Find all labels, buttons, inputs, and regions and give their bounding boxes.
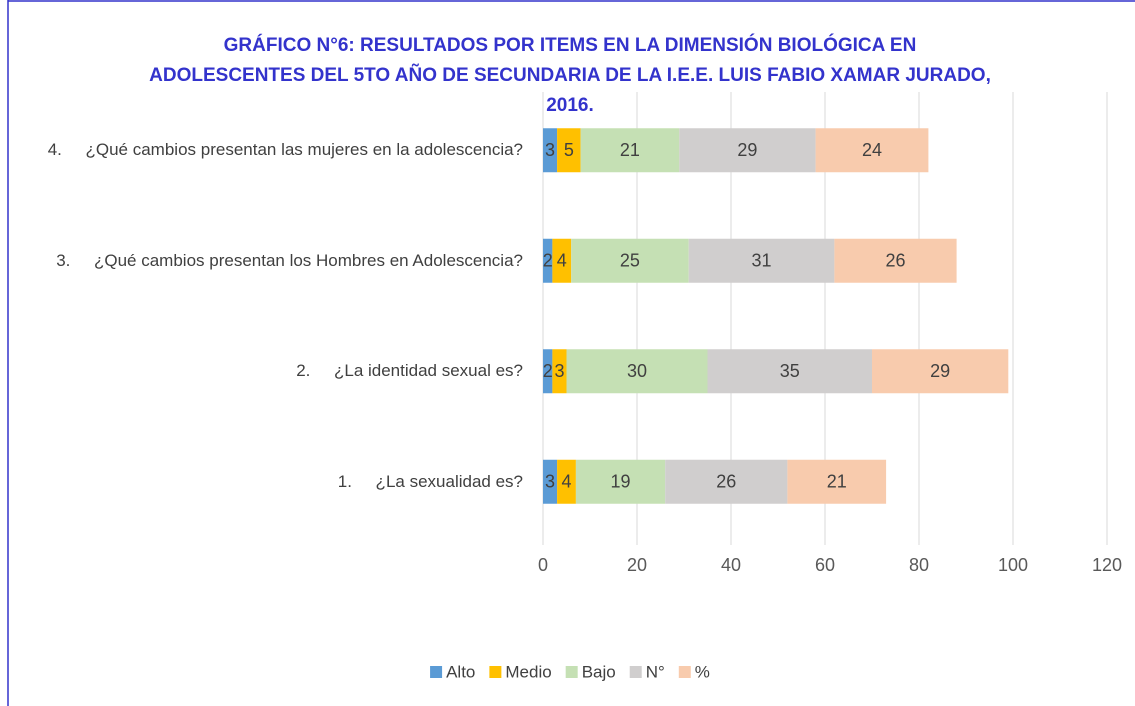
legend-label: Alto bbox=[446, 662, 475, 681]
bar bbox=[543, 349, 553, 394]
data-label: 21 bbox=[620, 140, 640, 160]
data-label: 3 bbox=[554, 361, 564, 381]
y-tick-text: 2. ¿La identidad sexual es? bbox=[296, 361, 523, 381]
legend-label: N° bbox=[646, 662, 665, 681]
data-label: 35 bbox=[780, 361, 800, 381]
data-label: 3 bbox=[545, 472, 555, 492]
bar bbox=[834, 238, 957, 283]
x-tick-label: 100 bbox=[998, 555, 1028, 575]
bar bbox=[566, 349, 708, 394]
x-tick-label: 0 bbox=[538, 555, 548, 575]
data-label: 29 bbox=[737, 140, 757, 160]
legend-swatch bbox=[430, 666, 443, 678]
bar bbox=[575, 459, 666, 504]
y-tick-label: 3. ¿Qué cambios presentan los Hombres en… bbox=[43, 249, 523, 273]
x-tick-label: 20 bbox=[627, 555, 647, 575]
bar bbox=[688, 238, 835, 283]
legend-label: % bbox=[695, 662, 710, 681]
bar bbox=[543, 459, 558, 504]
bar bbox=[557, 128, 581, 173]
bar bbox=[543, 238, 553, 283]
y-tick-label: 4. ¿Qué cambios presentan las mujeres en… bbox=[43, 138, 523, 162]
bar bbox=[787, 459, 887, 504]
bar bbox=[679, 128, 816, 173]
data-label: 21 bbox=[827, 472, 847, 492]
legend-label: Medio bbox=[505, 662, 551, 681]
y-tick-label: 1. ¿La sexualidad es? bbox=[43, 470, 523, 494]
x-tick-label: 40 bbox=[721, 555, 741, 575]
bar bbox=[557, 459, 576, 504]
bar bbox=[552, 238, 572, 283]
x-tick-label: 120 bbox=[1092, 555, 1122, 575]
legend-label: Bajo bbox=[582, 662, 616, 681]
data-label: 26 bbox=[885, 251, 905, 271]
y-tick-text: 1. ¿La sexualidad es? bbox=[337, 471, 523, 491]
data-label: 26 bbox=[716, 472, 736, 492]
data-label: 5 bbox=[564, 140, 574, 160]
bar bbox=[815, 128, 929, 173]
data-label: 4 bbox=[561, 472, 571, 492]
data-label: 29 bbox=[930, 361, 950, 381]
data-label: 2 bbox=[543, 251, 553, 271]
bar bbox=[707, 349, 872, 394]
y-tick-text: 4. ¿Qué cambios presentan las mujeres en… bbox=[47, 140, 523, 160]
legend-swatch bbox=[489, 666, 502, 678]
y-tick-text: 3. ¿Qué cambios presentan los Hombres en… bbox=[56, 250, 523, 270]
data-label: 25 bbox=[620, 251, 640, 271]
bar bbox=[665, 459, 788, 504]
x-tick-label: 60 bbox=[815, 555, 835, 575]
bar bbox=[543, 128, 558, 173]
y-tick-label: 2. ¿La identidad sexual es? bbox=[43, 359, 523, 383]
bar bbox=[872, 349, 1009, 394]
x-tick-label: 80 bbox=[909, 555, 929, 575]
data-label: 30 bbox=[627, 361, 647, 381]
data-label: 2 bbox=[543, 361, 553, 381]
legend-swatch bbox=[678, 666, 691, 678]
bar bbox=[571, 238, 689, 283]
data-label: 19 bbox=[611, 472, 631, 492]
bar bbox=[552, 349, 567, 394]
data-label: 3 bbox=[545, 140, 555, 160]
data-label: 4 bbox=[557, 251, 567, 271]
data-label: 31 bbox=[752, 251, 772, 271]
data-label: 24 bbox=[862, 140, 882, 160]
legend-swatch bbox=[565, 666, 578, 678]
chart-title: GRÁFICO N°6: RESULTADOS POR ITEMS EN LA … bbox=[149, 35, 991, 116]
legend-swatch bbox=[629, 666, 642, 678]
bar bbox=[580, 128, 680, 173]
